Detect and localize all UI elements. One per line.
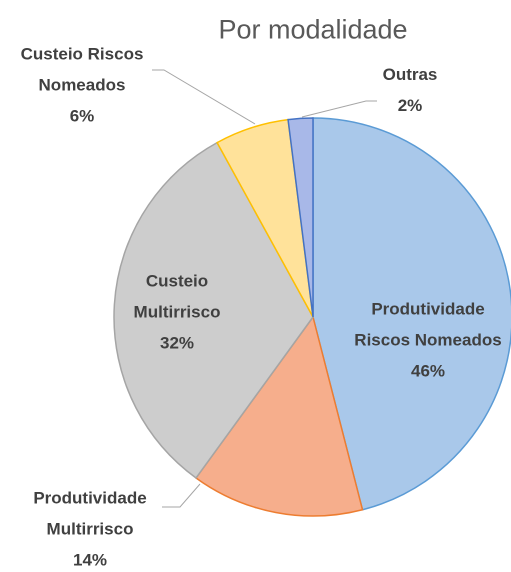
- slice-name: Produtividade Riscos Nomeados: [354, 299, 502, 350]
- pie-slice: [194, 315, 364, 517]
- slice-label: Outras 2%: [370, 59, 450, 121]
- leader-line: [301, 100, 377, 118]
- slice-name: Custeio Multirrisco: [133, 271, 221, 322]
- pie-slice: [312, 117, 511, 511]
- pie-slice: [113, 141, 314, 480]
- chart-title: Por modalidade: [218, 14, 408, 45]
- slice-name: Produtividade Multirrisco: [33, 488, 147, 539]
- slice-value: 46%: [410, 361, 446, 381]
- slice-value: 2%: [397, 96, 423, 115]
- slice-label: Custeio Riscos Nomeados 6%: [0, 39, 167, 132]
- slice-value: 32%: [159, 333, 195, 353]
- slice-label: Produtividade Riscos Nomeados 46%: [343, 294, 511, 387]
- slice-name: Outras: [382, 65, 438, 84]
- leader-line: [152, 69, 256, 125]
- slice-label: Custeio Multirrisco 32%: [112, 266, 242, 359]
- slice-label: Produtividade Multirrisco 14%: [10, 483, 170, 572]
- slice-value: 14%: [72, 550, 108, 570]
- slice-value: 6%: [69, 106, 95, 126]
- pie-slice: [287, 117, 314, 318]
- leader-line: [162, 483, 201, 508]
- slice-name: Custeio Riscos Nomeados: [20, 44, 144, 95]
